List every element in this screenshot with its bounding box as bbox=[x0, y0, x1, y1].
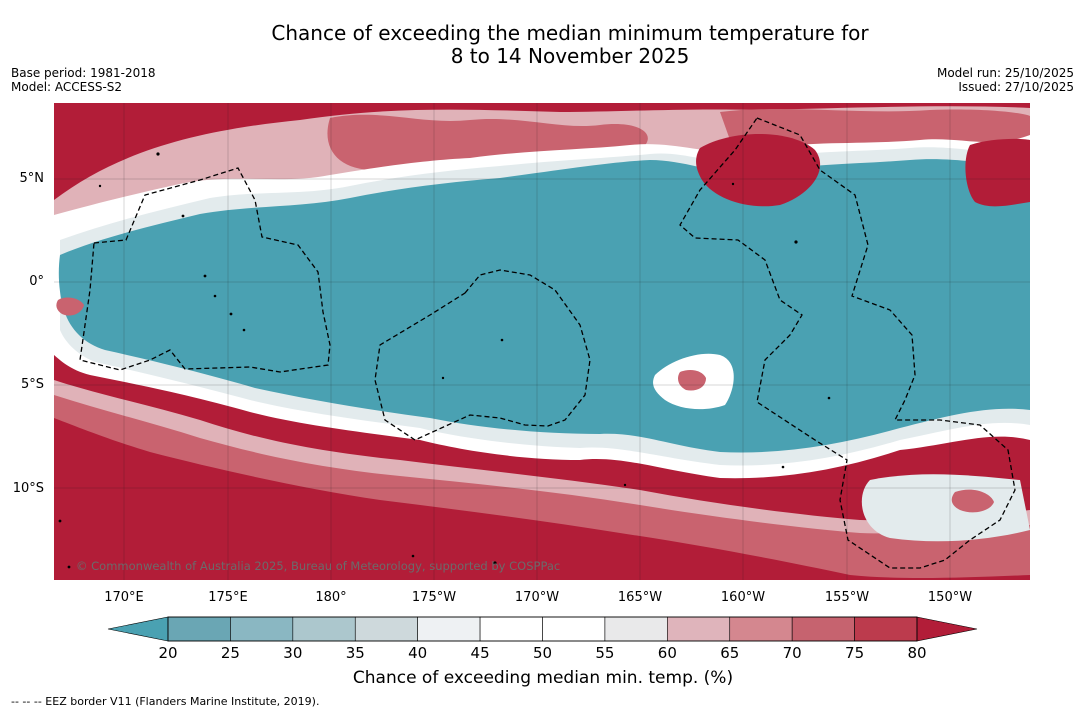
lat-label-5s: 5°S bbox=[20, 377, 44, 392]
colorbar-label: Chance of exceeding median min. temp. (%… bbox=[352, 668, 734, 688]
southeast-light-patch bbox=[861, 474, 1030, 542]
colorbar-tick-label: 40 bbox=[408, 644, 428, 662]
base-period: Base period: 1981-2018 bbox=[11, 66, 156, 80]
eez-borders bbox=[79, 117, 1016, 569]
colorbar-tick-label: 45 bbox=[470, 644, 490, 662]
lon-label-180: 180° bbox=[315, 590, 347, 605]
title-line-2: 8 to 14 November 2025 bbox=[450, 44, 690, 68]
colorbar-bin bbox=[854, 616, 918, 642]
southeast-warm-patch bbox=[951, 489, 994, 513]
low-chance-region bbox=[58, 159, 1030, 453]
lon-label-160w: 160°W bbox=[720, 590, 766, 605]
southern-mid-band bbox=[54, 395, 1030, 579]
colorbar-tick-label: 60 bbox=[657, 644, 677, 662]
colorbar-bin bbox=[479, 616, 543, 642]
colorbar bbox=[107, 616, 978, 642]
title-line-1: Chance of exceeding the median minimum t… bbox=[271, 21, 869, 45]
colorbar-tick-label: 75 bbox=[845, 644, 865, 662]
lon-label-175w: 175°W bbox=[411, 590, 457, 605]
lon-label-155w: 155°W bbox=[824, 590, 870, 605]
colorbar-bin bbox=[542, 616, 606, 642]
colorbar-bin bbox=[292, 616, 356, 642]
colorbar-bin bbox=[354, 616, 418, 642]
lat-label-10s: 10°S bbox=[12, 481, 44, 496]
lon-label-175e: 175°E bbox=[208, 590, 248, 605]
eez-footnote: -- -- -- EEZ border V11 (Flanders Marine… bbox=[11, 695, 320, 708]
map-area bbox=[54, 103, 1030, 580]
colorbar-tick-label: 50 bbox=[532, 644, 553, 662]
colorbar-tick-label: 20 bbox=[158, 644, 178, 662]
colorbar-tick-label: 65 bbox=[720, 644, 740, 662]
lon-label-165w: 165°W bbox=[617, 590, 663, 605]
colorbar-under-arrow bbox=[107, 616, 169, 642]
colorbar-bin bbox=[417, 616, 481, 642]
southern-light-band bbox=[54, 380, 1030, 565]
meta-left: Base period: 1981-2018 Model: ACCESS-S2 bbox=[11, 66, 156, 94]
lat-label-0: 0° bbox=[29, 274, 44, 289]
colorbar-bin bbox=[791, 616, 855, 642]
colorbar-tick-label: 30 bbox=[283, 644, 303, 662]
warm-blob-north bbox=[696, 134, 821, 207]
lon-label-170w: 170°W bbox=[514, 590, 560, 605]
warm-blob-northeast bbox=[965, 138, 1030, 207]
colorbar-tick-label: 80 bbox=[907, 644, 927, 662]
lon-label-170e: 170°E bbox=[104, 590, 144, 605]
eez-border-phoenix bbox=[374, 269, 591, 441]
island-markers bbox=[58, 152, 831, 569]
copyright-notice: © Commonwealth of Australia 2025, Bureau… bbox=[76, 559, 561, 573]
warm-spot-west bbox=[56, 297, 84, 316]
chart-title: Chance of exceeding the median minimum t… bbox=[0, 22, 1085, 68]
colorbar-over-arrow bbox=[916, 616, 978, 642]
eez-border-line-islands bbox=[679, 117, 1016, 569]
warm-notch-core bbox=[678, 370, 706, 391]
colorbar-tick-label: 55 bbox=[595, 644, 615, 662]
colorbar-frame bbox=[167, 616, 918, 642]
issued-date: Issued: 27/10/2025 bbox=[958, 80, 1074, 94]
model-name: Model: ACCESS-S2 bbox=[11, 80, 123, 94]
lon-label-150w: 150°W bbox=[927, 590, 973, 605]
colorbar-tick-label: 70 bbox=[782, 644, 802, 662]
colorbar-bins bbox=[167, 616, 918, 642]
colorbar-bin bbox=[604, 616, 668, 642]
meta-right: Model run: 25/10/2025 Issued: 27/10/2025 bbox=[937, 66, 1074, 94]
colorbar-bin bbox=[729, 616, 793, 642]
colorbar-tick-label: 35 bbox=[345, 644, 365, 662]
lat-label-5n: 5°N bbox=[19, 171, 45, 186]
northern-mid-patches bbox=[327, 114, 648, 171]
colorbar-bin bbox=[167, 616, 231, 642]
eez-border-kiribati-gilbert bbox=[79, 167, 331, 373]
colorbar-bin bbox=[230, 616, 294, 642]
colorbar-bin bbox=[667, 616, 731, 642]
model-run: Model run: 25/10/2025 bbox=[936, 66, 1074, 80]
colorbar-tick-label: 25 bbox=[220, 644, 240, 662]
